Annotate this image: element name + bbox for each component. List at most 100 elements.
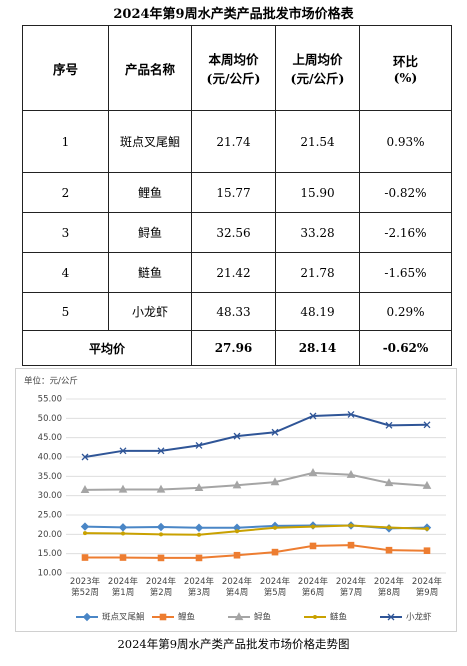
point xyxy=(197,532,201,537)
x-tick-label-line: 2024年 xyxy=(146,576,177,587)
x-tick-label-line: 第1周 xyxy=(112,587,134,598)
table-cell: -0.62% xyxy=(359,330,452,366)
x-tick-label-line: 第3周 xyxy=(188,587,210,598)
point xyxy=(423,421,431,429)
table-cell: -1.65% xyxy=(359,252,452,293)
table-row: 5 小龙虾 48.33 48.19 0.29% xyxy=(22,292,452,331)
y-tick-label: 40.00 xyxy=(38,453,62,463)
point xyxy=(82,612,92,622)
point xyxy=(156,522,166,532)
x-tick-label-line: 2024年 xyxy=(260,576,291,587)
x-tick-label-line: 2023年 xyxy=(70,576,101,587)
table-cell: 48.19 xyxy=(275,292,360,331)
chart-frame: 单位：元/公斤 10.00 15.00 20.00 25.00 30.00 35.00 40.… xyxy=(15,368,457,636)
table-cell: 28.14 xyxy=(275,330,360,366)
chart-caption: 2024年第9周水产类产品批发市场价格走势图 xyxy=(117,637,350,651)
table-cell: 鲟鱼 xyxy=(108,212,192,253)
table-cell: 1 xyxy=(22,110,109,173)
x-tick-label-line: 第7周 xyxy=(340,587,362,598)
y-tick-label: 45.00 xyxy=(38,433,62,443)
table-cell: 21.74 xyxy=(191,110,276,173)
x-tick-label: 2023年第52周 xyxy=(70,576,101,598)
series-line xyxy=(84,413,428,458)
x-tick-label: 2024年第3周 xyxy=(184,576,215,598)
point xyxy=(157,554,165,562)
x-tick-label-line: 第6周 xyxy=(302,587,324,598)
x-tick-label-line: 2024年 xyxy=(222,576,253,587)
point xyxy=(159,613,167,621)
point xyxy=(80,485,90,493)
x-tick-label-line: 第4周 xyxy=(226,587,248,598)
series-line xyxy=(85,544,428,559)
x-tick-label-line: 第9周 xyxy=(416,587,438,598)
price-table: 序号 产品名称 本周均价 (元/公斤) 上周均价 (元/公斤) 环比 (%) 1 斑点叉尾鮰… xyxy=(22,25,452,366)
point xyxy=(309,542,317,550)
table-row: 序号 产品名称 本周均价 (元/公斤) 上周均价 (元/公斤) 环比 (%) xyxy=(22,25,452,111)
table-cell: 15.77 xyxy=(191,172,276,213)
point xyxy=(271,548,279,556)
legend-label: 小龙虾 xyxy=(406,612,432,623)
x-tick-label-line: 第2周 xyxy=(150,587,172,598)
table-cell: -0.82% xyxy=(359,172,452,213)
y-tick-label: 25.00 xyxy=(38,511,62,521)
x-tick-label: 2024年第8周 xyxy=(374,576,405,598)
point xyxy=(387,613,395,621)
table-row: 平均价 27.96 28.14 -0.62% xyxy=(22,330,452,366)
point xyxy=(346,469,356,478)
table-cell: 斑点叉尾鮰 xyxy=(108,110,192,173)
point xyxy=(235,529,239,534)
table-cell: 33.28 xyxy=(275,212,360,253)
table-cell: 鲢鱼 xyxy=(108,252,192,293)
point xyxy=(347,411,355,418)
point xyxy=(121,531,125,536)
table-cell: 2 xyxy=(22,172,109,213)
table-cell: 4 xyxy=(22,252,109,293)
point xyxy=(308,468,318,476)
x-tick-label-line: 第52周 xyxy=(71,587,99,598)
point xyxy=(194,483,204,492)
x-tick-label: 2024年第5周 xyxy=(260,576,291,598)
point xyxy=(271,428,279,436)
legend-label: 斑点叉尾鮰 xyxy=(102,612,145,623)
table-cell: 本周均价 (元/公斤) xyxy=(191,25,276,111)
y-tick-label: 10.00 xyxy=(38,569,62,579)
x-tick-label-line: 2024年 xyxy=(108,576,139,587)
table-cell: 产品名称 xyxy=(108,25,192,111)
table-cell: 0.29% xyxy=(359,292,452,331)
y-tick-label: 55.00 xyxy=(38,395,62,405)
table-cell: 鲤鱼 xyxy=(108,172,192,213)
x-tick-label: 2024年第6周 xyxy=(298,576,329,598)
table-cell: 21.42 xyxy=(191,252,276,293)
table-title: 2024年第9周水产类产品批发市场价格表 xyxy=(113,7,354,22)
point xyxy=(195,441,203,449)
point xyxy=(385,421,393,429)
x-tick-label: 2024年第9周 xyxy=(412,576,443,598)
point xyxy=(232,480,242,489)
point xyxy=(233,432,241,440)
point xyxy=(233,551,241,559)
table-cell: 平均价 xyxy=(22,330,192,366)
point xyxy=(387,525,391,530)
point xyxy=(194,523,204,532)
point xyxy=(311,524,315,529)
x-tick-label: 2024年第7周 xyxy=(336,576,367,598)
point xyxy=(80,522,90,531)
point xyxy=(347,541,355,549)
series-line xyxy=(84,471,428,491)
table-cell: 5 xyxy=(22,292,109,331)
table-cell: 0.93% xyxy=(359,110,452,173)
point xyxy=(384,478,394,487)
x-tick-label: 2024年第2周 xyxy=(146,576,177,598)
table-cell: 21.78 xyxy=(275,252,360,293)
point xyxy=(385,546,393,554)
table-cell: 环比 (%) xyxy=(359,25,452,111)
point xyxy=(309,412,317,420)
table-cell: 32.56 xyxy=(191,212,276,253)
legend-label: 鲟鱼 xyxy=(254,612,271,623)
x-tick-label: 2024年第1周 xyxy=(108,576,139,598)
point xyxy=(273,525,277,530)
y-tick-label: 30.00 xyxy=(38,491,62,501)
point xyxy=(234,612,244,621)
point xyxy=(423,547,431,554)
